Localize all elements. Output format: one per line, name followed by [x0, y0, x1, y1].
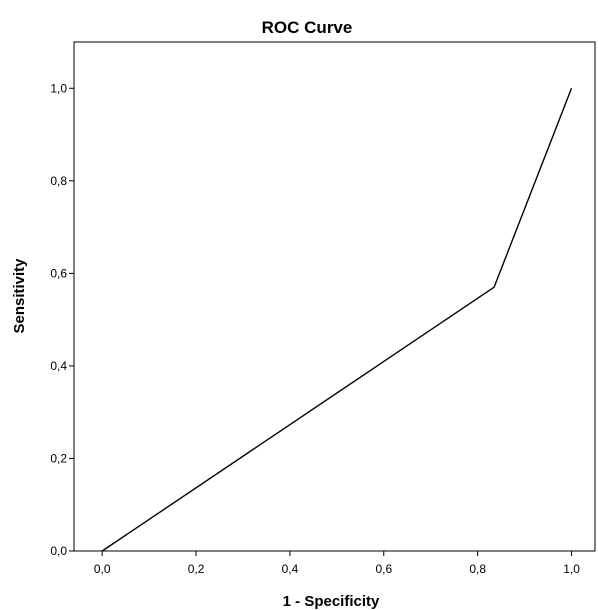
x-tick-label: 0,6	[375, 562, 392, 576]
x-axis-ticks: 0,0 0,2 0,4 0,6 0,8 1,0	[94, 551, 580, 576]
y-tick-label: 0,2	[50, 451, 67, 465]
y-tick-label: 0,4	[50, 359, 67, 373]
x-axis-label: 1 - Specificity	[283, 593, 380, 610]
plot-frame	[73, 41, 596, 552]
x-tick-label: 1,0	[563, 562, 580, 576]
y-axis-label: Sensitivity	[11, 258, 28, 334]
x-tick-label: 0,2	[188, 562, 205, 576]
x-tick-label: 0,0	[94, 562, 111, 576]
y-tick-label: 0,0	[50, 544, 67, 558]
y-tick-label: 1,0	[50, 81, 67, 95]
y-tick-label: 0,8	[50, 174, 67, 188]
x-tick-label: 0,8	[469, 562, 486, 576]
y-tick-label: 0,6	[50, 266, 67, 280]
chart-title: ROC Curve	[262, 18, 353, 37]
x-tick-label: 0,4	[282, 562, 299, 576]
roc-curve-line	[101, 88, 573, 552]
y-axis-ticks: 0,0 0,2 0,4 0,6 0,8 1,0	[50, 81, 74, 558]
